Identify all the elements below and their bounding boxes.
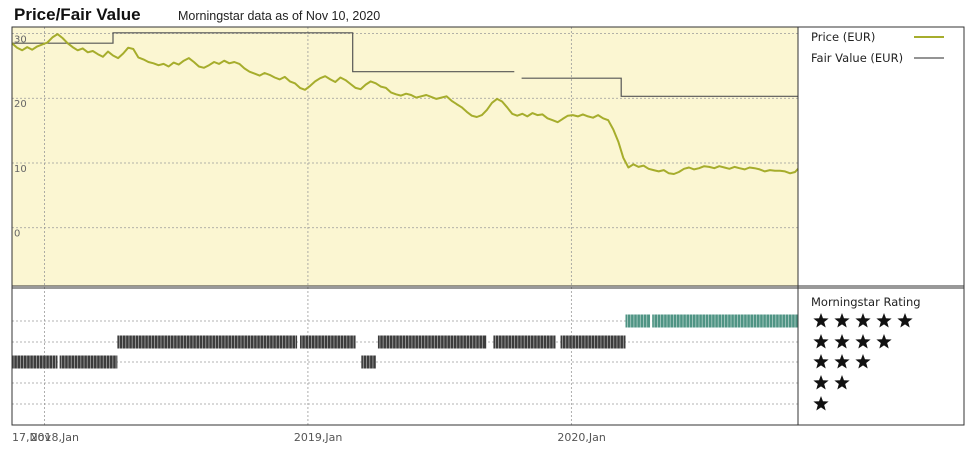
price-series	[11, 33, 799, 175]
star-icon	[834, 313, 850, 328]
star-icon	[813, 313, 829, 328]
rating-timeline	[12, 314, 798, 369]
plot-background	[12, 27, 798, 286]
rating-bar-hatch-5	[379, 335, 483, 349]
data-as-of-label: Morningstar data as of Nov 10, 2020	[178, 9, 381, 23]
fair-value-series	[12, 32, 798, 97]
y-tick-label-10: 10	[14, 164, 27, 175]
rating-bar-9	[652, 314, 798, 328]
y-tick-label-0: 0	[14, 229, 20, 240]
y-tick-label-20: 20	[14, 99, 27, 110]
rating-legend-title: Morningstar Rating	[811, 295, 921, 309]
price-plot-area	[12, 27, 798, 286]
star-icon	[813, 396, 829, 411]
price-line	[11, 33, 799, 175]
legend: Price (EUR) Fair Value (EUR) Morningstar…	[811, 30, 944, 309]
legend-price-label: Price (EUR)	[811, 30, 875, 44]
star-icon	[876, 313, 892, 328]
y-tick-label-30: 30	[14, 34, 27, 45]
rating-bar-5	[377, 335, 487, 349]
rating-bar-hatch-1	[61, 355, 117, 369]
rating-bar-hatch-9	[653, 314, 796, 328]
legend-fair-value-label: Fair Value (EUR)	[811, 51, 903, 65]
rating-bar-hatch-7	[562, 335, 624, 349]
star-icon	[876, 334, 892, 349]
star-icon	[813, 334, 829, 349]
star-icon	[855, 354, 871, 369]
x-tick-label-2020-01-01: 2020,Jan	[557, 431, 605, 444]
rating-bar-hatch-2	[118, 335, 296, 349]
chart-title: Price/Fair Value	[14, 5, 141, 24]
chart-frame	[11, 26, 965, 426]
rating-bar-4	[361, 355, 376, 369]
rating-bar-8	[625, 314, 651, 328]
star-icon	[834, 354, 850, 369]
x-tick-label-2018-01-01: 2018,Jan	[30, 431, 78, 444]
rating-bar-hatch-6	[495, 335, 554, 349]
x-tick-label-2019-01-01: 2019,Jan	[294, 431, 342, 444]
x-tick-label-2017-11-17: 17,Nov	[12, 431, 51, 444]
rating-bar-7	[560, 335, 626, 349]
star-icon	[813, 354, 829, 369]
rating-bar-0	[12, 355, 58, 369]
rating-bar-hatch-0	[13, 355, 56, 369]
rating-bar-hatch-3	[301, 335, 354, 349]
rating-stars	[813, 313, 913, 411]
y-tick-labels: 0 10 20 30	[14, 34, 27, 239]
star-icon	[855, 334, 871, 349]
star-icon	[834, 375, 850, 390]
rating-bar-2	[117, 335, 298, 349]
fair-value-line-segment-1	[521, 77, 798, 97]
fair-value-line-segment-0	[12, 32, 515, 73]
rating-bar-hatch-4	[362, 355, 374, 369]
outer-frame	[11, 26, 965, 426]
star-icon	[897, 313, 913, 328]
star-icon	[834, 334, 850, 349]
rating-bar-hatch-8	[627, 314, 648, 328]
star-icon	[813, 375, 829, 390]
star-icon	[855, 313, 871, 328]
